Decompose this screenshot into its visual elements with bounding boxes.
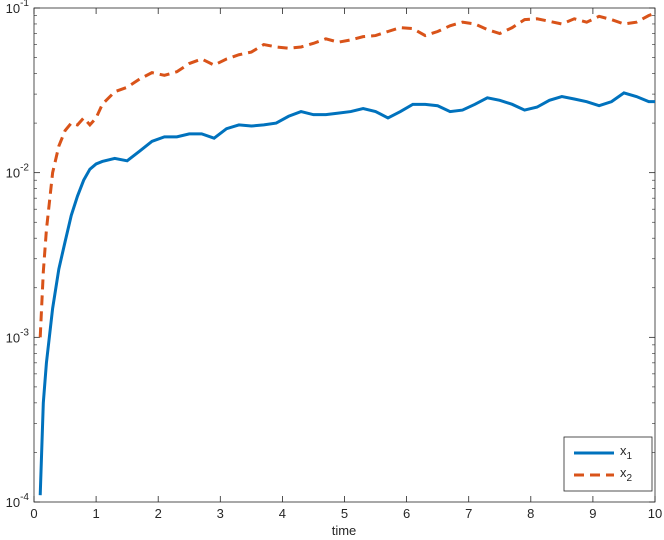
x-tick-label: 2 bbox=[155, 506, 162, 521]
x-axis-label: time bbox=[332, 523, 357, 538]
x-tick-label: 8 bbox=[527, 506, 534, 521]
y-tick-label: 10-3 bbox=[6, 327, 30, 345]
plot-frame bbox=[33, 7, 656, 503]
y-tick-label: 10-2 bbox=[6, 163, 30, 181]
series-line bbox=[38, 91, 655, 496]
y-tick-label: 10-1 bbox=[6, 0, 30, 16]
x-tick-label: 1 bbox=[92, 506, 99, 521]
x-tick-label: 3 bbox=[217, 506, 224, 521]
legend-label: x1 bbox=[620, 443, 633, 462]
legend-box bbox=[563, 436, 653, 492]
x-tick-label: 4 bbox=[279, 506, 286, 521]
series-line bbox=[38, 11, 656, 338]
x-tick-label: 7 bbox=[465, 506, 472, 521]
y-tick-label: 10-4 bbox=[6, 492, 30, 510]
x-tick-label: 5 bbox=[341, 506, 348, 521]
legend-label: x2 bbox=[620, 465, 633, 484]
x-tick-label: 10 bbox=[648, 506, 662, 521]
x-tick-label: 9 bbox=[589, 506, 596, 521]
x-tick-label: 6 bbox=[403, 506, 410, 521]
x-tick-label: 0 bbox=[30, 506, 37, 521]
